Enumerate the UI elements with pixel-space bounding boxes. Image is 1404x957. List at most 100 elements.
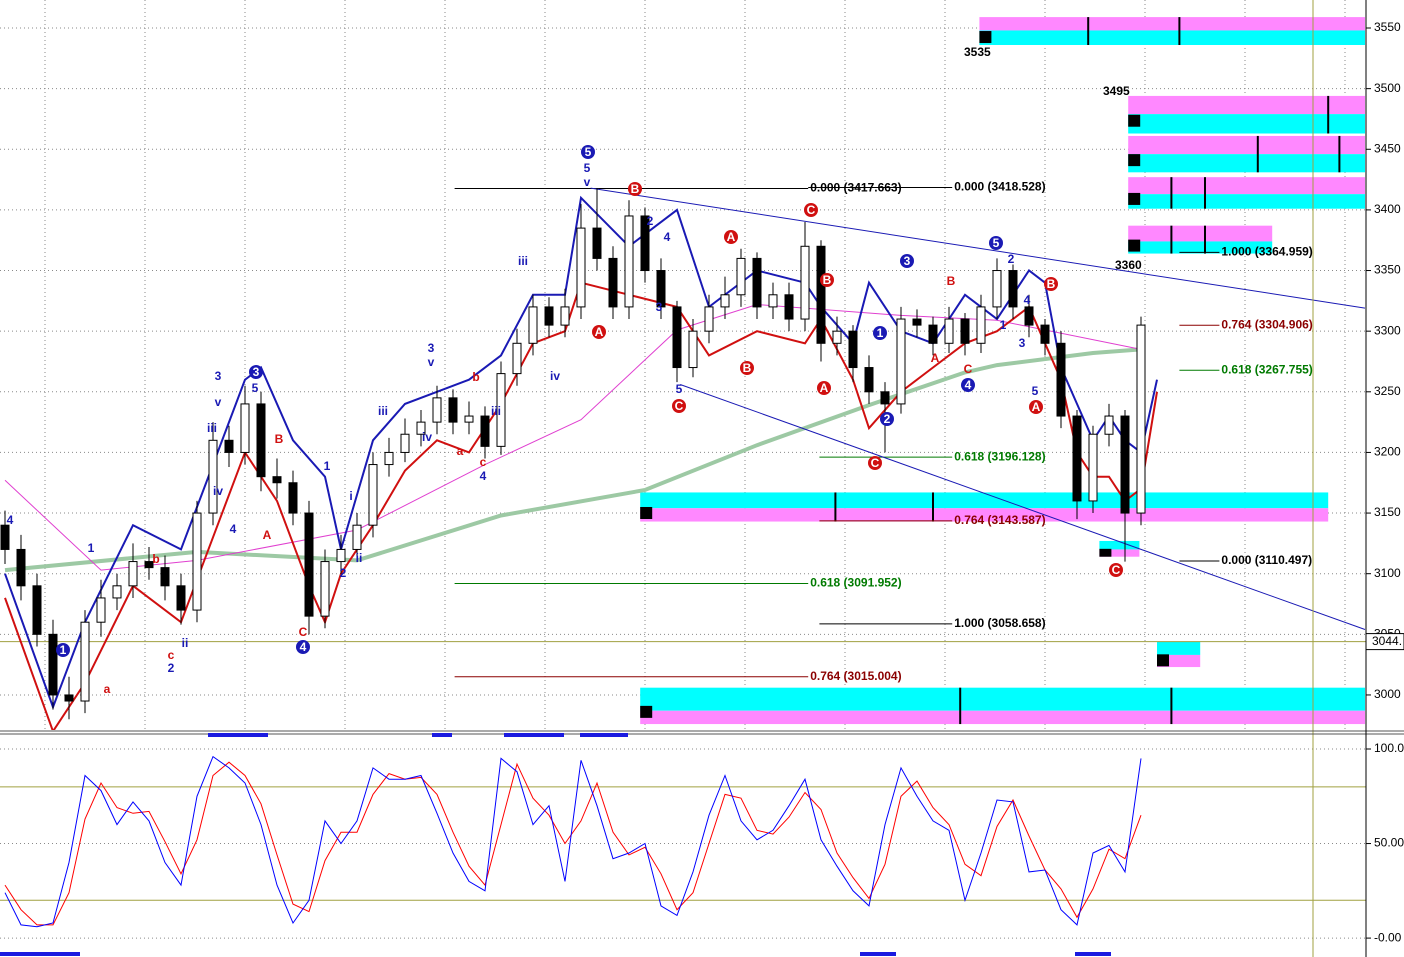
wave-label: C <box>871 456 880 470</box>
wave-circle <box>1044 277 1058 291</box>
wave-label: iv <box>422 430 432 444</box>
candle-body <box>16 548 26 587</box>
candle-body <box>752 257 762 308</box>
wave-label: 3 <box>428 341 435 355</box>
candle-body <box>432 397 442 423</box>
wave-circle <box>868 456 882 470</box>
y-tick-label: 3200 <box>1374 445 1401 459</box>
wave-label: A <box>1032 400 1041 414</box>
wave-label: c <box>480 455 487 469</box>
target-zone <box>640 687 1365 711</box>
candle-body <box>416 421 426 435</box>
wave-label: 1 <box>88 541 95 555</box>
candle-body <box>624 215 634 308</box>
fib-label: 0.764 (3304.906) <box>1221 317 1312 331</box>
wave-label: 2 <box>168 661 175 675</box>
candle-body <box>656 270 666 308</box>
wave-label: c <box>168 648 175 662</box>
fib-label: 0.618 (3267.755) <box>1221 362 1312 376</box>
candle-body <box>1072 415 1082 502</box>
candle-body <box>48 633 58 696</box>
candle-body <box>640 215 650 272</box>
candle-body <box>816 245 826 344</box>
wave-label: A <box>931 351 940 365</box>
target-zone <box>1099 540 1140 550</box>
zone-marker <box>1128 154 1141 167</box>
wave-circle <box>900 254 914 268</box>
candle-body <box>832 330 842 344</box>
target-zone <box>1128 114 1365 134</box>
target-zone <box>640 492 1329 509</box>
wave-label: C <box>299 625 308 639</box>
wave-label: 2 <box>1008 252 1015 266</box>
candle-body <box>336 548 346 563</box>
wave-circle <box>880 412 894 426</box>
wave-label: iii <box>518 254 528 268</box>
wave-circle <box>296 640 310 654</box>
fib-label: 0.764 (3143.587) <box>954 513 1045 527</box>
fib-label: 1.000 (3058.658) <box>954 616 1045 630</box>
wave-circle <box>1029 400 1043 414</box>
wave-label: 2 <box>884 412 891 426</box>
y-tick-label: 3300 <box>1374 323 1401 337</box>
target-zone <box>979 30 1365 45</box>
trendline <box>590 187 1366 309</box>
candle-body <box>320 561 330 617</box>
candle-body <box>848 330 858 369</box>
candle-body <box>688 330 698 369</box>
y-tick-label: 3500 <box>1374 81 1401 95</box>
candle-body <box>576 227 586 308</box>
candle-body <box>896 318 906 405</box>
wave-label: ii <box>356 551 363 565</box>
candle-body <box>1088 433 1098 502</box>
candle-body <box>1104 415 1114 435</box>
wave-label: 5 <box>585 145 592 159</box>
candle-body <box>880 391 890 405</box>
stochastic-panel <box>0 748 1366 939</box>
candle-body <box>1024 306 1034 326</box>
candle-body <box>288 482 298 514</box>
wave-circle <box>740 361 754 375</box>
candle-body <box>736 257 746 296</box>
wave-circle <box>56 643 70 657</box>
candle-body <box>32 585 42 635</box>
wave-circle <box>873 326 887 340</box>
zone-marker <box>640 705 653 718</box>
candle-body <box>544 306 554 326</box>
fib-label: 0.618 (3196.128) <box>954 449 1045 463</box>
wave-label: A <box>595 325 604 339</box>
candle-body <box>1008 270 1018 308</box>
wave-label: B <box>743 361 752 375</box>
wave-label: B <box>631 182 640 196</box>
target-zone <box>640 710 1365 725</box>
y-tick-label: 3000 <box>1374 687 1401 701</box>
candle-body <box>560 306 570 326</box>
wave-label: A <box>263 528 272 542</box>
signal-bar <box>580 733 628 737</box>
y-tick-label: 3100 <box>1374 566 1401 580</box>
wave-label: b <box>472 370 479 384</box>
signal-bar <box>432 733 452 737</box>
y-tick-label: 3250 <box>1374 384 1401 398</box>
price-marker-box <box>1365 633 1404 651</box>
wave-label: 3 <box>904 254 911 268</box>
candle-body <box>256 403 266 478</box>
candle-body <box>864 367 874 393</box>
fib-label: 0.764 (3015.004) <box>810 669 901 683</box>
wave-label: i <box>349 489 352 503</box>
signal-bar <box>860 952 896 956</box>
fib-label: 0.000 (3110.497) <box>1221 553 1312 567</box>
wave-label: B <box>947 274 956 288</box>
candle-body <box>528 306 538 344</box>
y-tick-label: -0.00 <box>1374 930 1402 944</box>
candle-body <box>272 476 282 484</box>
fib-label: 0.618 (3091.952) <box>810 576 901 590</box>
candle-body <box>128 561 138 587</box>
target-zone <box>1157 641 1201 655</box>
wave-label: a <box>457 444 464 458</box>
wave-circle <box>724 230 738 244</box>
wave-label: 1 <box>1000 318 1007 332</box>
indicator-line <box>4 347 1142 573</box>
